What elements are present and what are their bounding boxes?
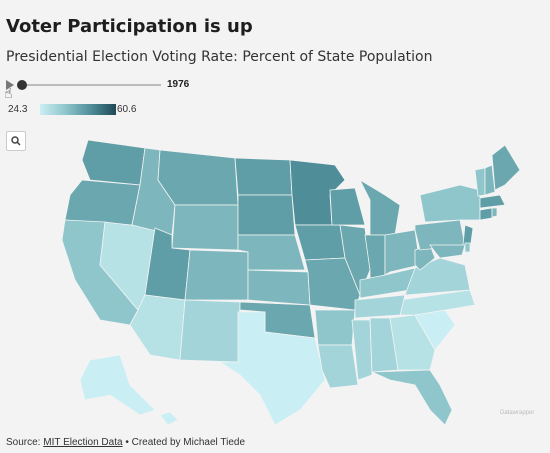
state-louisiana[interactable] (317, 344, 359, 389)
state-new-hampshire[interactable] (484, 164, 496, 196)
state-kansas[interactable] (247, 269, 311, 306)
color-legend-bar (40, 104, 116, 115)
state-colorado[interactable] (184, 249, 249, 301)
state-iowa[interactable] (294, 224, 346, 261)
state-alaska[interactable] (79, 354, 156, 416)
state-wisconsin[interactable] (329, 187, 366, 226)
play-icon[interactable] (6, 80, 14, 90)
state-wyoming[interactable] (171, 204, 239, 251)
source-label: Source: (6, 437, 44, 448)
year-slider-track[interactable] (21, 84, 161, 86)
state-oregon[interactable] (64, 179, 141, 226)
chart-title: Voter Participation is up (6, 16, 253, 37)
state-arkansas[interactable] (314, 309, 356, 346)
state-hawaii[interactable] (159, 411, 179, 426)
state-rhode-island[interactable] (491, 207, 498, 218)
state-south-dakota[interactable] (237, 194, 296, 236)
state-mississippi[interactable] (351, 319, 373, 381)
credit-label: Created by Michael Tiede (131, 437, 246, 448)
chart-subtitle: Presidential Election Voting Rate: Perce… (6, 49, 433, 65)
source-link[interactable]: MIT Election Data (43, 437, 123, 448)
search-icon (11, 136, 21, 146)
footer: Source: MIT Election Data • Created by M… (6, 437, 245, 448)
state-new-mexico[interactable] (179, 299, 241, 363)
state-georgia[interactable] (389, 314, 436, 371)
state-delaware[interactable] (464, 242, 471, 253)
state-new-york[interactable] (419, 184, 481, 223)
state-tennessee[interactable] (354, 294, 406, 319)
state-connecticut[interactable] (479, 207, 493, 221)
us-choropleth-map (61, 140, 521, 426)
footer-separator: • (122, 437, 132, 448)
watermark: Datawrapper (500, 410, 535, 416)
state-north-dakota[interactable] (234, 157, 293, 196)
legend-min-label: 24.3 (8, 104, 28, 115)
state-nebraska[interactable] (237, 234, 306, 271)
state-massachusetts[interactable] (479, 194, 506, 209)
search-button[interactable] (6, 131, 26, 151)
state-florida[interactable] (371, 369, 453, 426)
year-label: 1976 (167, 79, 190, 90)
state-maine[interactable] (491, 144, 521, 191)
state-washington[interactable] (81, 140, 146, 186)
year-slider-handle[interactable] (17, 80, 27, 90)
state-maryland[interactable] (429, 244, 466, 259)
state-ohio[interactable] (384, 229, 421, 276)
state-montana[interactable] (157, 149, 239, 206)
hand-cursor-icon: ☝ (4, 86, 13, 102)
state-texas[interactable] (218, 311, 326, 426)
state-michigan[interactable] (359, 178, 401, 236)
legend-max-label: 60.6 (117, 104, 137, 115)
